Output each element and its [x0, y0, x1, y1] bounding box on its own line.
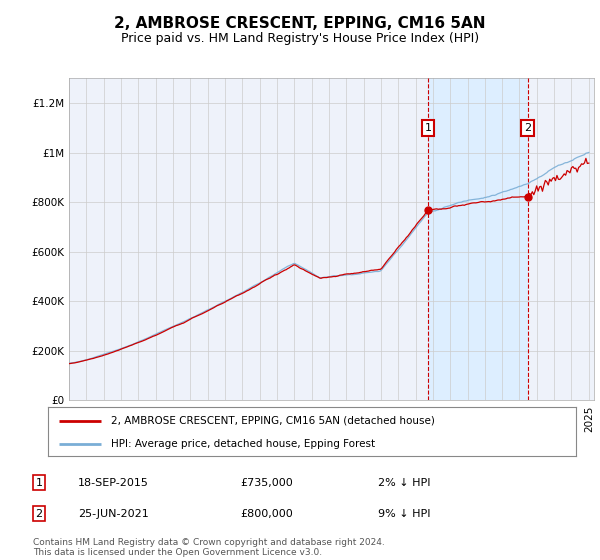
Text: Price paid vs. HM Land Registry's House Price Index (HPI): Price paid vs. HM Land Registry's House …: [121, 32, 479, 45]
Text: £735,000: £735,000: [240, 478, 293, 488]
Text: 2, AMBROSE CRESCENT, EPPING, CM16 5AN: 2, AMBROSE CRESCENT, EPPING, CM16 5AN: [114, 16, 486, 31]
Text: 25-JUN-2021: 25-JUN-2021: [78, 508, 149, 519]
Text: 9% ↓ HPI: 9% ↓ HPI: [378, 508, 431, 519]
Text: 18-SEP-2015: 18-SEP-2015: [78, 478, 149, 488]
Bar: [428, 78, 528, 400]
Text: HPI: Average price, detached house, Epping Forest: HPI: Average price, detached house, Eppi…: [112, 439, 376, 449]
Text: 2: 2: [35, 508, 43, 519]
Text: 2, AMBROSE CRESCENT, EPPING, CM16 5AN (detached house): 2, AMBROSE CRESCENT, EPPING, CM16 5AN (d…: [112, 416, 435, 426]
Text: 1: 1: [425, 123, 431, 133]
Text: 2: 2: [524, 123, 532, 133]
Text: £800,000: £800,000: [240, 508, 293, 519]
Text: 1: 1: [35, 478, 43, 488]
Text: Contains HM Land Registry data © Crown copyright and database right 2024.
This d: Contains HM Land Registry data © Crown c…: [33, 538, 385, 557]
Text: 2% ↓ HPI: 2% ↓ HPI: [378, 478, 431, 488]
